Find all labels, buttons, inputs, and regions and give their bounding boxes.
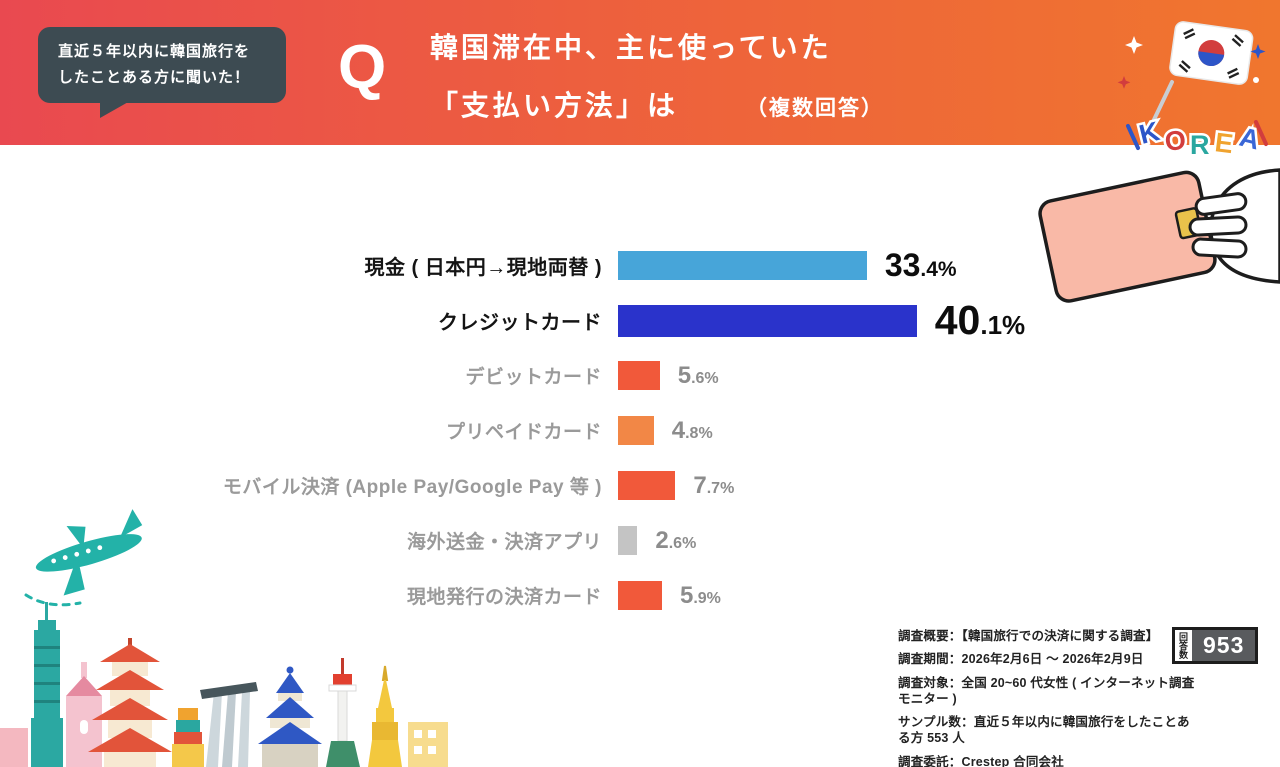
speech-bubble-line1: 直近５年以内に韓国旅行を [58,42,251,60]
bar-label: プリペイドカード [445,422,602,443]
svg-text:K: K [1136,116,1163,150]
chart-row: プリペイドカード 4.8% [0,403,1120,458]
bar [618,526,638,555]
airplane-icon [24,509,143,607]
bar-value: 40.1% [934,297,1026,343]
bar [618,361,660,390]
title-suffix: （複数回答） [746,97,885,120]
bar [618,471,676,500]
bar-value: 7.7% [693,471,735,499]
question-mark: Q [338,33,388,102]
respondents-badge: 回答数 953 [1172,627,1259,664]
bar-label: クレジットカード [438,312,602,334]
bar [618,251,867,280]
svg-text:R: R [1190,130,1210,160]
bar-value: 5.6% [677,361,719,389]
survey-info-line: 調査概要：【韓国旅行での決済に関する調査】 [898,629,1159,643]
bar-value: 5.9% [679,581,721,609]
chart-row: デビットカード 5.6% [0,348,1120,403]
bar-chart: 現金 ( 日本円→現地両替 ) 33.4% クレジットカード 40.1% デビットカード… [0,238,1120,623]
bar-value: 33.4% [884,247,957,283]
bar-value: 4.8% [671,416,713,444]
credit-card-hand-illustration [1038,168,1280,303]
bar-label: 現地発行の決済カード [406,587,602,608]
bar-label: デビットカード [465,367,602,388]
speech-bubble-line2: したことある方に聞いた！ [58,69,251,86]
chart-row: 現金 ( 日本円→現地両替 ) 33.4% [0,238,1120,293]
title-line1: 韓国滞在中、主に使っていた [430,32,832,63]
bar-label: 海外送金・決済アプリ [406,532,602,553]
speech-bubble: 直近５年以内に韓国旅行を したことある方に聞いた！ [38,27,286,118]
bar-chart-rows: 現金 ( 日本円→現地両替 ) 33.4% クレジットカード 40.1% デビットカード… [0,238,1120,623]
bar [618,416,654,445]
survey-info-line: 調査期間：2026年2月6日 ～ 2026年2月9日 [898,652,1144,667]
respondents-label: 回答数 [1178,632,1188,659]
survey-info-line: 調査委託：Crestep 合同会社 [898,754,1064,767]
survey-info: 調査概要：【韓国旅行での決済に関する調査】 調査期間：2026年2月6日 ～ 20… [898,628,1198,767]
chart-row: 現地発行の決済カード 5.9% [0,568,1120,623]
chart-row: クレジットカード 40.1% [0,293,1120,348]
bar-label: 現金 ( 日本円→現地両替 ) [364,257,602,279]
chart-row: 海外送金・決済アプリ 2.6% [0,513,1120,568]
cityscape-illustration [0,602,448,767]
page-title: 韓国滞在中、主に使っていた 「支払い方法」は （複数回答） [430,26,884,124]
chart-row: モバイル決済 (Apple Pay/Google Pay 等 ) 7.7% [0,458,1120,513]
bar [618,581,662,610]
header-banner: 直近５年以内に韓国旅行を したことある方に聞いた！ Q 韓国滞在中、主に使ってい… [0,0,1280,163]
sparkle-icons [1117,36,1266,89]
respondents-value: 953 [1192,630,1256,661]
survey-info-line: サンプル数：直近５年以内に韓国旅行をしたことある方 553 人 [898,715,1190,746]
bar [618,304,917,337]
survey-info-line: 調査対象：全国 20~60 代女性 ( インターネット調査モニター ) [898,675,1195,706]
title-line2: 「支払い方法」は [430,90,679,121]
bar-label: モバイル決済 (Apple Pay/Google Pay 等 ) [222,477,602,498]
bar-value: 2.6% [655,526,697,554]
